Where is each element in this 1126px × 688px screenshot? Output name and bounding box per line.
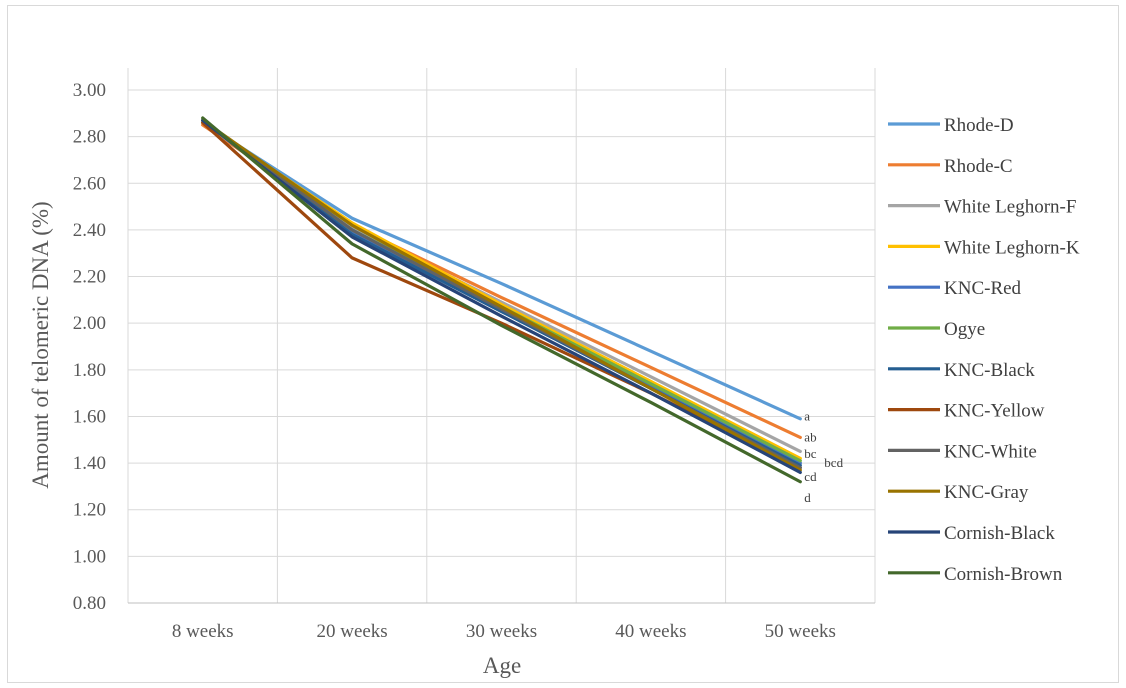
y-tick-label: 2.00 [73,313,106,334]
y-tick-label: 1.80 [73,360,106,381]
y-tick-labels: 0.80 1.00 1.20 1.40 1.60 1.80 2.00 2.20 2.40 2.60… [73,80,106,614]
y-tick-label: 1.00 [73,546,106,567]
series-line-knc-gray [201,118,802,472]
significance-label: bc [804,446,817,461]
significance-label: d [804,490,811,505]
y-tick-label: 2.40 [73,220,106,241]
legend: Rhode-D Rhode-C White Leghorn-F White Legho… [888,115,1080,585]
x-tick-label: 20 weeks [316,621,387,642]
series-line-white-leghorn-f [201,121,802,454]
legend-label: Rhode-C [944,156,1013,177]
y-tick-label: 0.80 [73,593,106,614]
series-line-cornish-brown [201,116,802,484]
x-tick-label: 50 weeks [765,621,836,642]
y-tick-label: 1.60 [73,406,106,427]
x-tick-labels: 8 weeks 20 weeks 30 weeks 40 weeks 50 weeks [172,621,836,642]
gridlines [127,68,876,603]
y-tick-label: 3.00 [73,80,106,101]
y-tick-label: 1.20 [73,500,106,521]
y-tick-label: 2.60 [73,173,106,194]
y-tick-label: 2.20 [73,267,106,288]
x-tick-label: 30 weeks [466,621,537,642]
y-axis-title: Amount of telomeric DNA (%) [28,201,53,488]
legend-label: Cornish-Black [944,523,1055,544]
significance-label: cd [804,469,817,484]
significance-label: a [804,408,810,423]
significance-label: bcd [824,455,843,470]
series-line-cornish-black [201,118,802,475]
legend-label: Ogye [944,319,985,340]
legend-label: Rhode-D [944,115,1014,136]
legend-label: White Leghorn-F [944,197,1076,218]
legend-label: KNC-Yellow [944,401,1045,422]
legend-label: KNC-Gray [944,482,1029,503]
y-tick-label: 2.80 [73,127,106,148]
series-line-rhode-d [201,121,802,421]
x-tick-label: 40 weeks [615,621,686,642]
legend-label: Cornish-Brown [944,564,1063,585]
legend-label: KNC-White [944,441,1037,462]
x-axis-title: Age [483,653,521,678]
legend-label: White Leghorn-K [944,237,1080,258]
legend-label: KNC-Black [944,360,1035,381]
x-tick-label: 8 weeks [172,621,234,642]
significance-label: ab [804,429,816,444]
legend-label: KNC-Red [944,278,1022,299]
series-lines [201,116,802,484]
series-line-ogye [201,118,802,463]
series-line-rhode-c [201,123,802,440]
y-tick-label: 1.40 [73,453,106,474]
